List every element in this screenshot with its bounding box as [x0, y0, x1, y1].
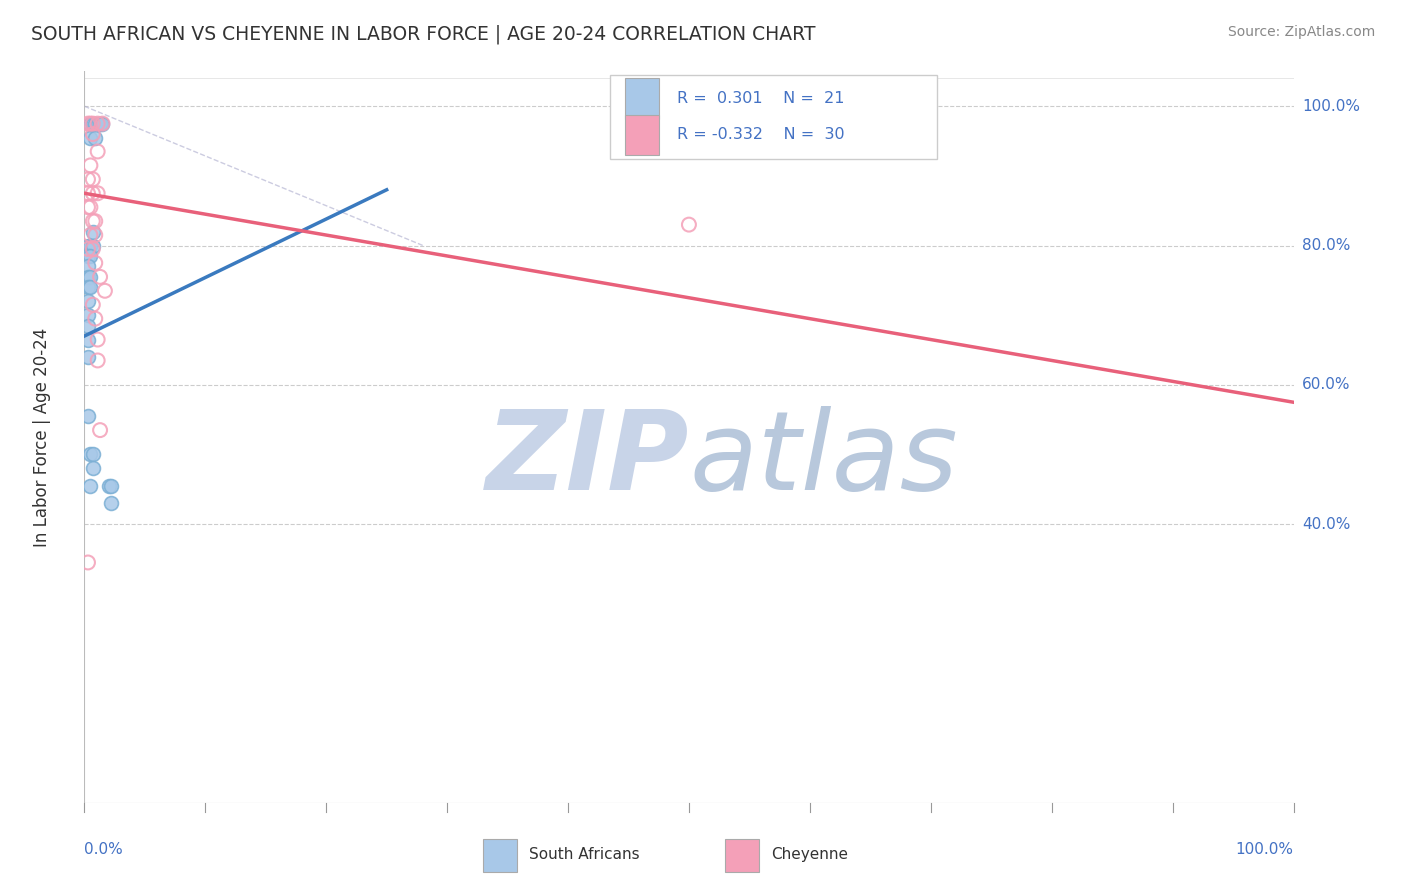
Text: 0.0%: 0.0%: [84, 842, 124, 856]
Text: R = -0.332    N =  30: R = -0.332 N = 30: [676, 128, 845, 143]
Point: [79, 228, 101, 243]
Point: [91, 117, 114, 131]
FancyBboxPatch shape: [610, 75, 936, 159]
Text: In Labor Force | Age 20-24: In Labor Force | Age 20-24: [32, 327, 51, 547]
Text: Source: ZipAtlas.com: Source: ZipAtlas.com: [1227, 25, 1375, 39]
Point: [84, 228, 107, 243]
Point: [79, 200, 101, 214]
Point: [79, 448, 101, 462]
Point: [77, 238, 100, 252]
Text: ZIP: ZIP: [485, 406, 689, 513]
Point: [86, 333, 108, 347]
Point: [77, 280, 100, 294]
Point: [100, 479, 122, 493]
Point: [77, 333, 100, 347]
Text: R =  0.301    N =  21: R = 0.301 N = 21: [676, 91, 845, 106]
Point: [86, 353, 108, 368]
Point: [77, 269, 100, 284]
Point: [77, 200, 100, 214]
Text: South Africans: South Africans: [529, 847, 640, 862]
Text: atlas: atlas: [689, 406, 957, 513]
Point: [79, 249, 101, 263]
Point: [84, 256, 107, 270]
Point: [86, 117, 108, 131]
Point: [82, 448, 104, 462]
Point: [79, 130, 101, 145]
Text: 100.0%: 100.0%: [1302, 99, 1360, 113]
Point: [82, 117, 104, 131]
Point: [89, 117, 111, 131]
Point: [82, 461, 104, 475]
Point: [77, 172, 100, 186]
Point: [77, 294, 100, 309]
Point: [79, 280, 101, 294]
Point: [84, 214, 107, 228]
Point: [77, 350, 100, 364]
Point: [86, 145, 108, 159]
Point: [84, 130, 107, 145]
Point: [94, 284, 117, 298]
FancyBboxPatch shape: [725, 839, 759, 872]
Point: [77, 409, 100, 424]
Point: [97, 479, 120, 493]
Point: [79, 479, 101, 493]
Point: [89, 423, 111, 437]
Point: [77, 249, 100, 263]
Text: 80.0%: 80.0%: [1302, 238, 1350, 253]
Point: [82, 242, 104, 256]
Point: [77, 318, 100, 333]
Point: [79, 158, 101, 172]
Point: [77, 186, 100, 201]
Point: [100, 496, 122, 510]
Point: [86, 186, 108, 201]
Point: [91, 117, 114, 131]
Point: [89, 269, 111, 284]
FancyBboxPatch shape: [484, 839, 517, 872]
Point: [678, 218, 700, 232]
Point: [86, 117, 108, 131]
Point: [82, 225, 104, 239]
Text: Cheyenne: Cheyenne: [770, 847, 848, 862]
Point: [79, 269, 101, 284]
Point: [77, 117, 100, 131]
Point: [84, 117, 107, 131]
Text: 100.0%: 100.0%: [1236, 842, 1294, 856]
Point: [79, 117, 101, 131]
FancyBboxPatch shape: [624, 78, 659, 119]
Point: [82, 186, 104, 201]
FancyBboxPatch shape: [624, 115, 659, 155]
Text: 40.0%: 40.0%: [1302, 516, 1350, 532]
Point: [77, 260, 100, 274]
Point: [77, 308, 100, 322]
Point: [79, 117, 101, 131]
Point: [82, 117, 104, 131]
Point: [79, 238, 101, 252]
Point: [82, 127, 104, 141]
Point: [84, 311, 107, 326]
Point: [82, 172, 104, 186]
Point: [82, 298, 104, 312]
Point: [77, 242, 100, 256]
Point: [82, 238, 104, 252]
Point: [82, 214, 104, 228]
Text: 60.0%: 60.0%: [1302, 377, 1350, 392]
Text: SOUTH AFRICAN VS CHEYENNE IN LABOR FORCE | AGE 20-24 CORRELATION CHART: SOUTH AFRICAN VS CHEYENNE IN LABOR FORCE…: [31, 25, 815, 45]
Point: [77, 556, 100, 570]
